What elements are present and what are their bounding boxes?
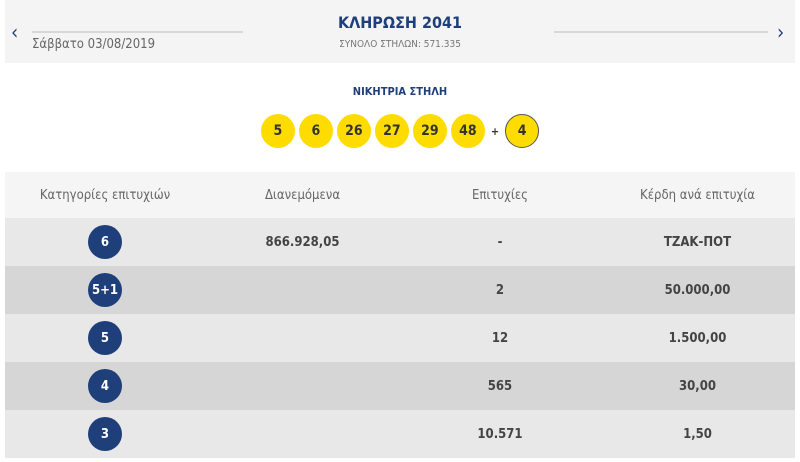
distributed-cell: 866.928,05 [265,234,340,250]
chevron-left-icon[interactable]: ‹ [11,20,19,44]
category-cell: 6 [5,225,205,259]
prize-cell: 1,50 [683,426,712,442]
prize-cell: 1.500,00 [668,330,727,346]
table-row: 4 565 30,00 [5,362,795,410]
prize-cell: ΤΖΑΚ-ΠΟΤ [663,234,732,250]
header-winners: Επιτυχίες [471,187,529,203]
category-cell: 5+1 [5,273,205,307]
winning-label: ΝΙΚΗΤΡΙΑ ΣΤΗΛΗ [352,85,448,98]
category-badge: 6 [88,225,122,259]
draw-date: Σάββατο 03/08/2019 [32,37,156,52]
total-columns: ΣΥΝΟΛΟ ΣΤΗΛΩΝ: 571.335 [339,39,461,50]
table-row: 5+1 2 50.000,00 [5,266,795,314]
winners-cell: 10.571 [477,426,523,442]
winners-cell: 2 [495,282,505,298]
chevron-right-icon[interactable]: › [777,20,785,44]
number-ball: 6 [298,114,333,148]
plus-sign: + [490,124,500,138]
header-distributed: Διανεμόμενα [264,187,341,203]
category-cell: 4 [5,369,205,403]
table-header: Κατηγορίες επιτυχιών Διανεμόμενα Επιτυχί… [5,172,795,218]
category-badge: 3 [88,417,122,451]
header-category: Κατηγορίες επιτυχιών [39,187,171,203]
prize-table: Κατηγορίες επιτυχιών Διανεμόμενα Επιτυχί… [5,172,795,458]
number-ball: 5 [260,114,295,148]
winners-cell: 12 [491,330,509,346]
table-row: 3 10.571 1,50 [5,410,795,458]
category-cell: 5 [5,321,205,355]
header-prize: Κέρδη ανά επιτυχία [640,187,755,203]
table-row: 6 866.928,05 - ΤΖΑΚ-ΠΟΤ [5,218,795,266]
draw-title: ΚΛΗΡΩΣΗ 2041 [337,13,463,32]
number-ball: 48 [450,114,485,148]
table-row: 5 12 1.500,00 [5,314,795,362]
divider [32,31,243,33]
winning-numbers: 5 6 26 27 29 48 + 4 [0,114,800,148]
bonus-ball: 4 [505,114,540,148]
draw-header: ‹ › Σάββατο 03/08/2019 ΚΛΗΡΩΣΗ 2041 ΣΥΝΟ… [5,0,795,63]
winners-cell: 565 [487,378,513,394]
number-ball: 29 [412,114,447,148]
category-badge: 5 [88,321,122,355]
category-badge: 4 [88,369,122,403]
category-badge: 5+1 [88,273,122,307]
prize-cell: 50.000,00 [664,282,731,298]
category-cell: 3 [5,417,205,451]
divider [554,31,768,33]
number-ball: 26 [336,114,371,148]
winners-cell: - [497,234,503,250]
prize-cell: 30,00 [679,378,716,394]
number-ball: 27 [374,114,409,148]
